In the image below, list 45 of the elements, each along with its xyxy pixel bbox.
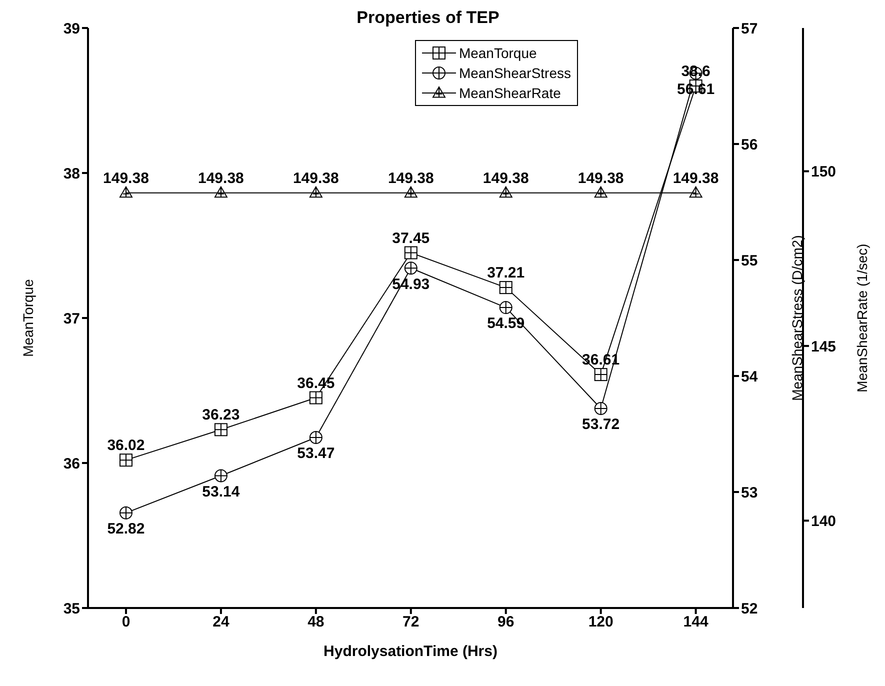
y2-axis-title: MeanShearStress (D/cm2)	[788, 235, 805, 401]
data-label: 149.38	[103, 170, 149, 187]
x-tick-label: 72	[402, 614, 420, 631]
legend-label: MeanTorque	[458, 45, 537, 61]
y-tick-label: 36	[63, 455, 80, 472]
y3-tick-label: 150	[811, 164, 836, 181]
y-tick-label: 37	[63, 310, 80, 328]
y-tick-label: 35	[63, 600, 80, 618]
data-label: 36.23	[202, 406, 240, 424]
data-label: 36.02	[107, 437, 145, 454]
legend-label: MeanShearRate	[458, 85, 561, 101]
y2-tick-label: 53	[741, 484, 758, 502]
y2-tick-label: 54	[741, 368, 758, 386]
data-label: 53.14	[202, 483, 240, 500]
data-label: 149.38	[578, 170, 624, 187]
x-tick-label: 0	[122, 614, 130, 631]
data-label: 149.38	[482, 170, 529, 187]
chart-title: Properties of TEP	[356, 8, 500, 28]
data-label: 53.47	[297, 445, 335, 462]
legend-label: MeanShearStress	[458, 65, 571, 81]
y-tick-label: 38	[63, 165, 80, 182]
data-label: 53.72	[582, 416, 620, 434]
y2-tick-label: 52	[741, 600, 758, 618]
x-tick-label: 120	[588, 614, 614, 631]
y2-tick-label: 56	[741, 136, 758, 154]
y2-tick-label: 55	[741, 252, 758, 270]
data-label: 37.45	[392, 230, 430, 247]
data-label: 54.59	[487, 315, 525, 332]
x-axis-title: HydrolysationTime (Hrs)	[324, 643, 498, 660]
x-tick-label: 144	[683, 614, 709, 631]
y3-tick-label: 140	[811, 512, 836, 530]
data-label: 52.82	[107, 520, 145, 538]
x-tick-label: 24	[212, 614, 230, 631]
y-tick-label: 39	[63, 20, 80, 38]
data-label: 149.38	[292, 170, 339, 187]
y3-axis-title: MeanShearRate (1/sec)	[854, 244, 870, 392]
y3-tick-label: 145	[811, 338, 836, 356]
y-axis-title: MeanTorque	[20, 278, 36, 357]
data-label: 37.21	[487, 264, 525, 282]
x-tick-label: 96	[498, 614, 514, 631]
y2-tick-label: 57	[741, 20, 758, 38]
data-label: 149.38	[198, 170, 244, 187]
data-label: 149.38	[672, 170, 719, 187]
x-tick-label: 48	[308, 614, 324, 631]
data-label: 149.38	[388, 170, 434, 187]
